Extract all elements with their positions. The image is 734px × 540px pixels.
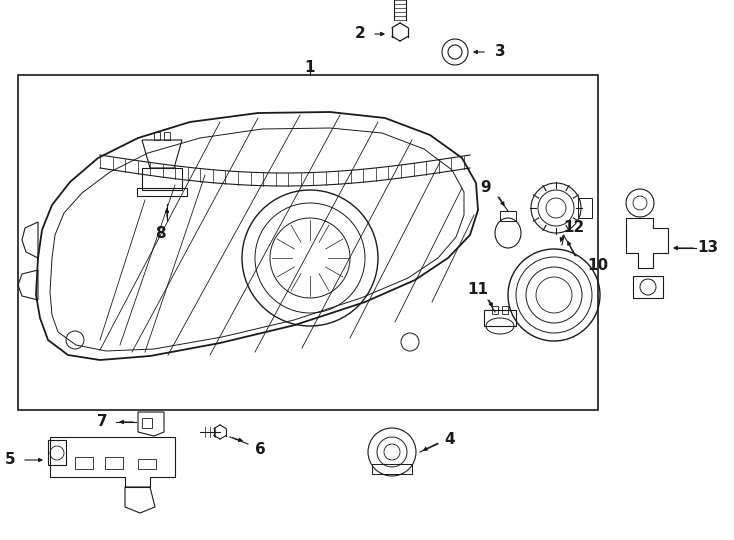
Bar [492, 306, 498, 314]
Text: 10: 10 [587, 259, 608, 273]
Bar [502, 306, 508, 314]
Bar [18, 75, 598, 410]
Bar [137, 188, 187, 196]
Text: 5: 5 [4, 453, 15, 468]
Bar [578, 198, 592, 218]
Bar [154, 132, 160, 140]
Bar [372, 464, 412, 474]
Text: 13: 13 [697, 240, 719, 255]
Text: 12: 12 [564, 219, 584, 234]
Text: 4: 4 [445, 433, 455, 448]
Text: 1: 1 [305, 59, 315, 75]
Text: 7: 7 [97, 415, 107, 429]
Text: 2: 2 [355, 26, 366, 42]
Bar [142, 418, 152, 428]
Bar [142, 168, 182, 190]
Bar [105, 457, 123, 469]
Text: 11: 11 [468, 282, 489, 298]
Bar [633, 276, 663, 298]
Text: 8: 8 [155, 226, 165, 240]
Bar [138, 459, 156, 469]
Text: 3: 3 [495, 44, 505, 59]
Bar [164, 132, 170, 140]
Bar [484, 310, 516, 326]
Bar [75, 457, 93, 469]
Bar [500, 211, 516, 221]
Text: 9: 9 [481, 179, 491, 194]
Text: 6: 6 [255, 442, 266, 457]
Bar [48, 440, 66, 465]
